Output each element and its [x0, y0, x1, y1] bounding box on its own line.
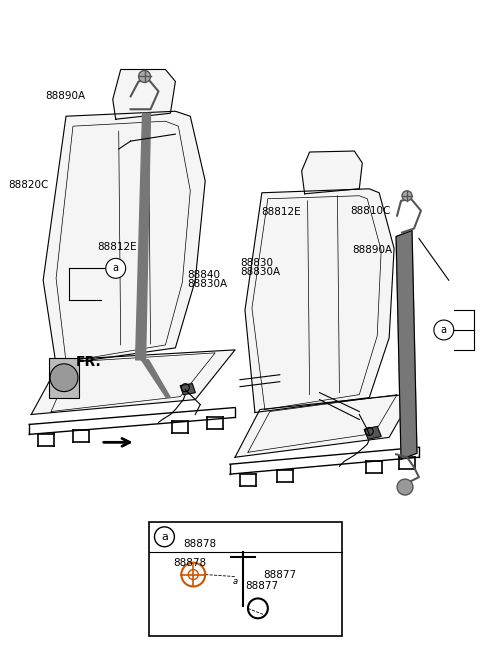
Polygon shape: [31, 350, 235, 415]
Polygon shape: [245, 189, 394, 413]
Circle shape: [139, 70, 151, 83]
Polygon shape: [396, 230, 417, 459]
Text: 88840: 88840: [188, 270, 220, 279]
Polygon shape: [235, 394, 414, 457]
Circle shape: [434, 320, 454, 340]
Text: 88878: 88878: [173, 558, 206, 568]
Polygon shape: [43, 112, 205, 365]
Circle shape: [402, 191, 412, 201]
Text: 88890A: 88890A: [45, 91, 85, 102]
Text: 88812E: 88812E: [262, 207, 301, 217]
Text: 88812E: 88812E: [97, 242, 136, 252]
Bar: [148, 522, 342, 636]
Bar: [49, 358, 79, 398]
Text: a: a: [113, 263, 119, 274]
Circle shape: [50, 364, 78, 392]
Polygon shape: [136, 113, 151, 359]
Text: 88878: 88878: [183, 539, 216, 549]
Polygon shape: [301, 151, 362, 194]
Text: 88830A: 88830A: [188, 279, 228, 289]
Polygon shape: [113, 70, 175, 119]
Text: 88810C: 88810C: [350, 205, 390, 216]
Circle shape: [106, 258, 126, 278]
Circle shape: [397, 479, 413, 495]
Text: a: a: [161, 532, 168, 542]
Text: 88830A: 88830A: [240, 267, 280, 277]
Text: a: a: [441, 325, 447, 335]
Text: 88877: 88877: [245, 581, 278, 590]
Text: 88820C: 88820C: [9, 180, 49, 190]
Polygon shape: [180, 384, 195, 395]
Polygon shape: [141, 359, 170, 398]
Text: FR.: FR.: [75, 355, 101, 369]
Text: 88877: 88877: [263, 569, 296, 579]
Text: 88890A: 88890A: [352, 245, 392, 255]
Text: a: a: [232, 577, 238, 586]
Circle shape: [155, 527, 174, 546]
Polygon shape: [364, 426, 381, 440]
Text: 88830: 88830: [240, 258, 273, 268]
